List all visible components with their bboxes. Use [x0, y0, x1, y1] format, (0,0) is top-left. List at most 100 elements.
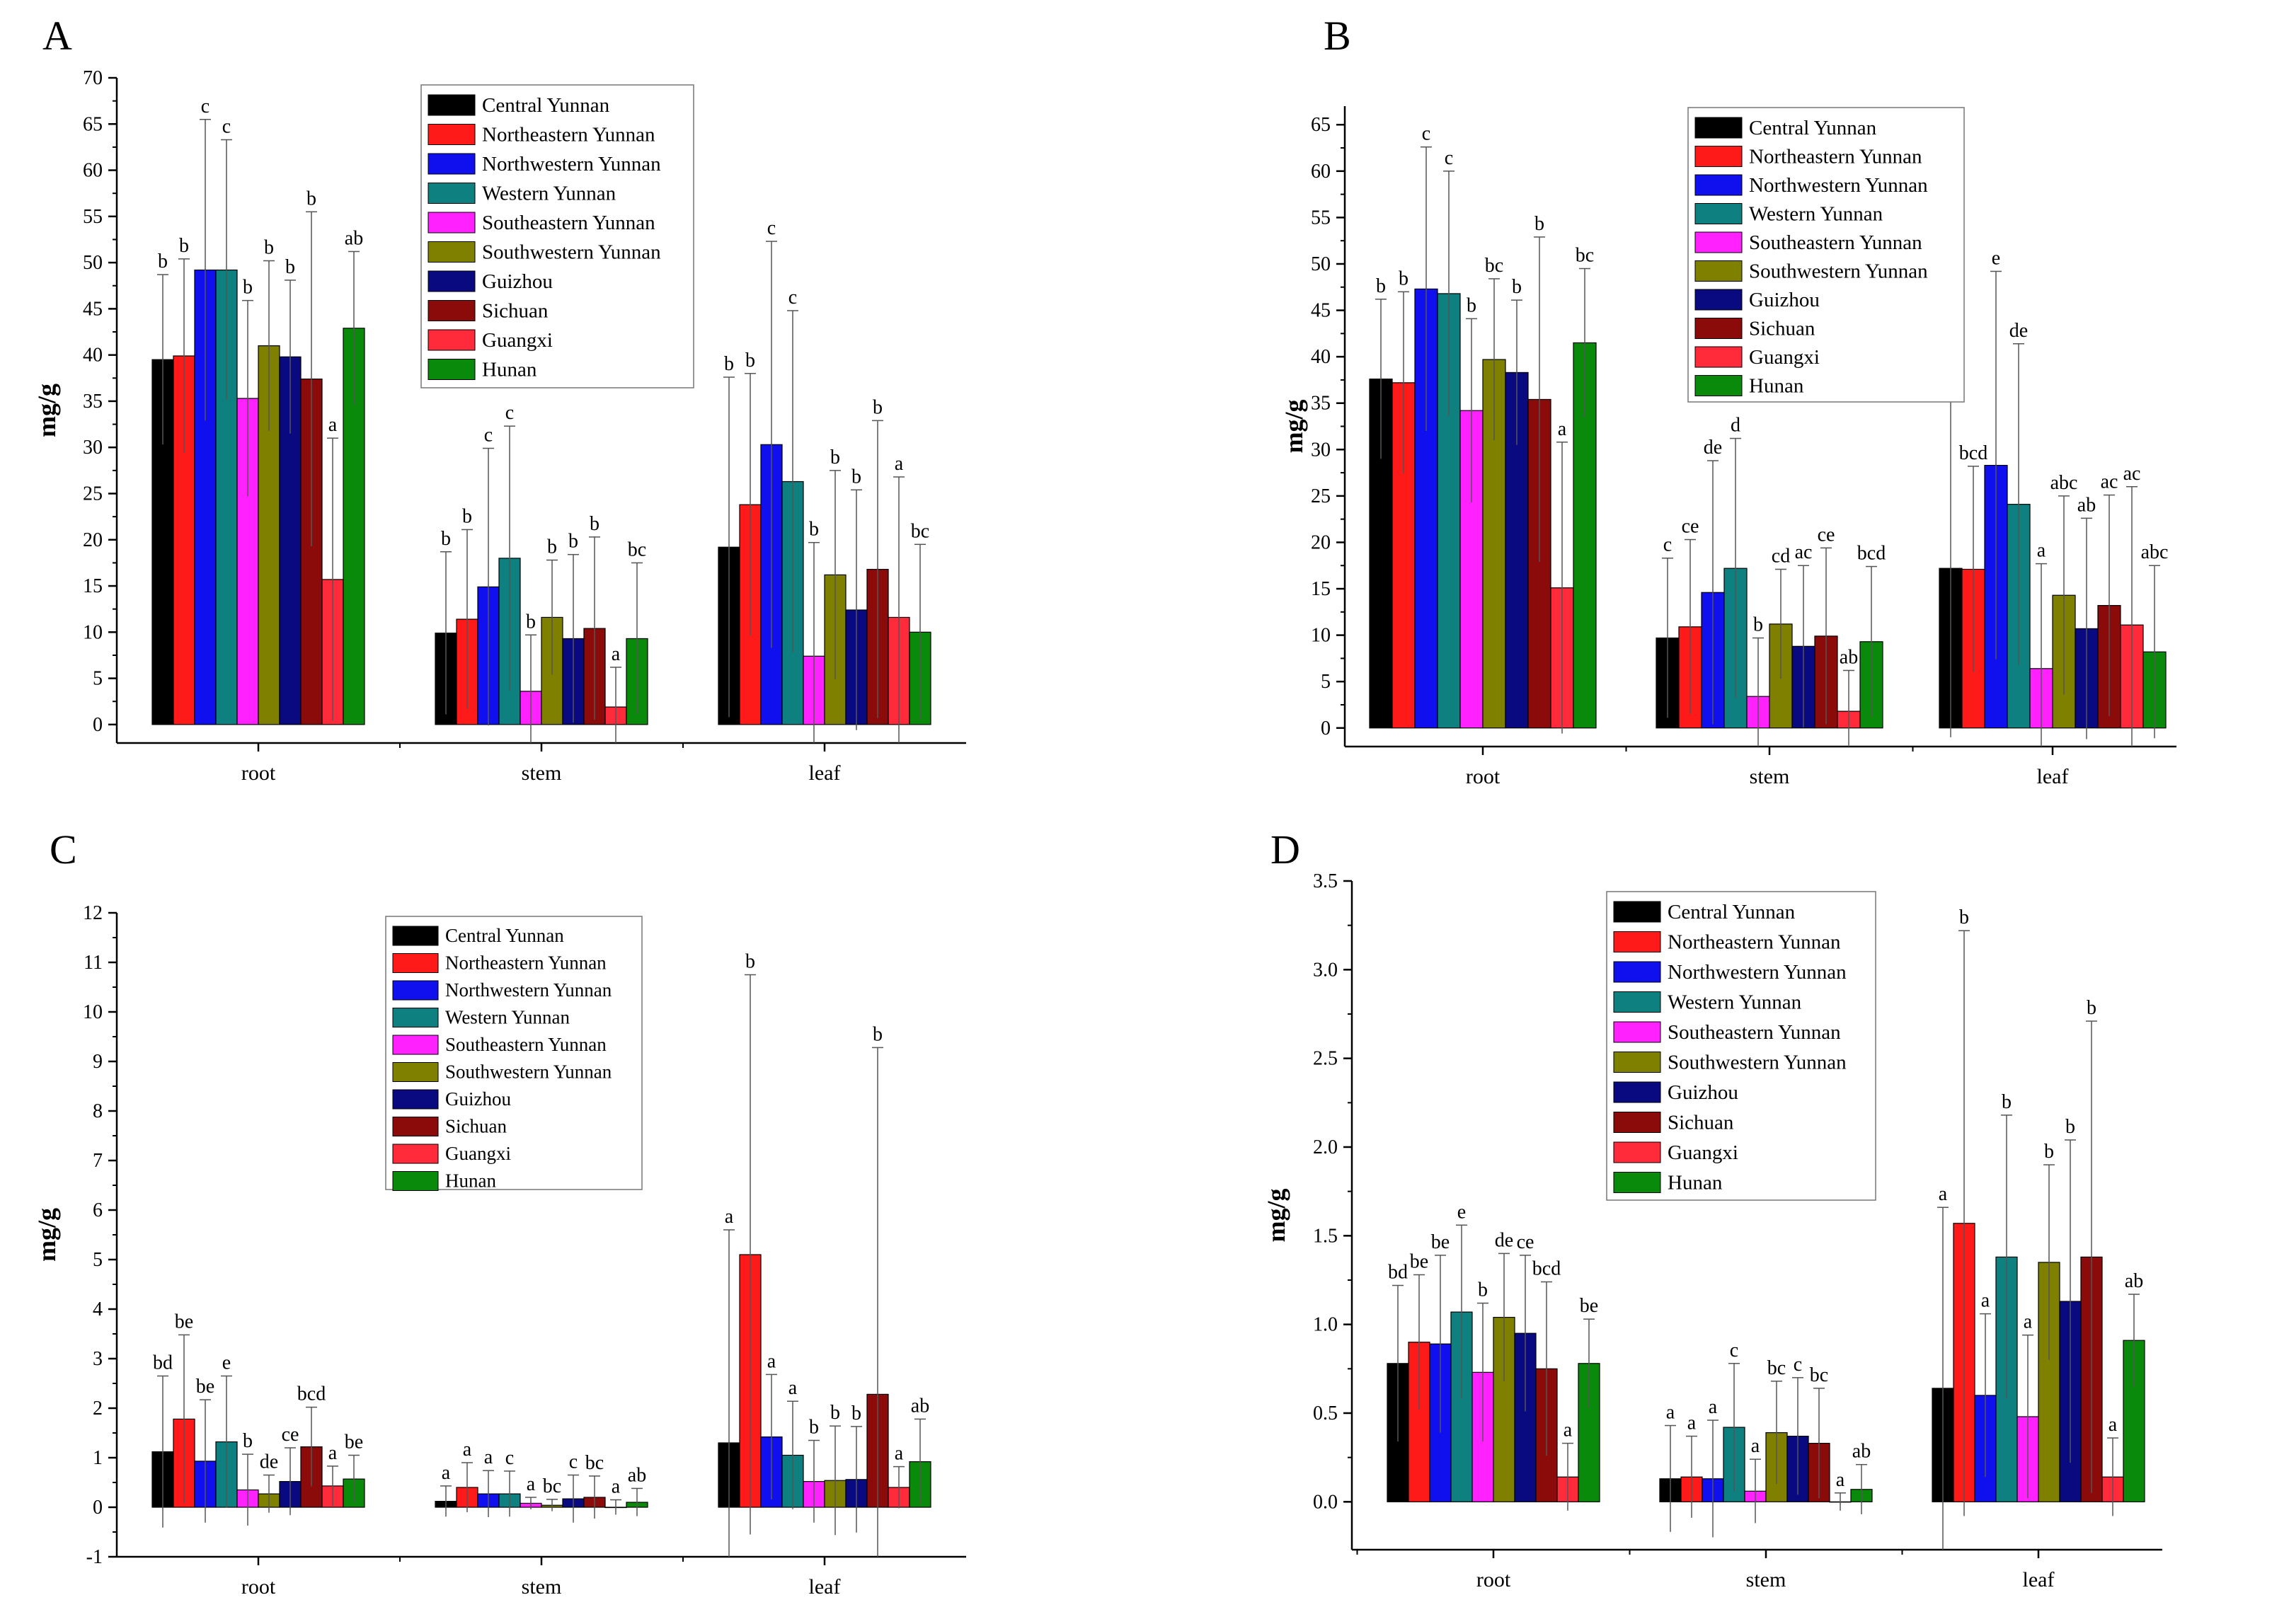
significance-letter: b [851, 1403, 861, 1424]
significance-letter: a [527, 1473, 536, 1495]
legend-label: Central Yunnan [1749, 117, 1877, 139]
y-tick-label: 70 [83, 67, 103, 89]
y-tick-label: 30 [1311, 439, 1331, 461]
y-tick-label: 6 [93, 1199, 103, 1221]
y-tick-label: 35 [1311, 393, 1331, 415]
significance-letter: ce [1682, 516, 1699, 538]
significance-letter: a [1709, 1396, 1718, 1418]
y-tick-label: 2.0 [1313, 1136, 1338, 1158]
significance-letter: be [175, 1311, 193, 1332]
legend-label: Central Yunnan [445, 925, 564, 946]
significance-letter: bd [1388, 1262, 1408, 1284]
legend-label: Western Yunnan [445, 1007, 570, 1028]
legend-swatch [1694, 375, 1743, 396]
legend-label: Northeastern Yunnan [1668, 931, 1841, 954]
y-tick-label: 60 [1311, 161, 1331, 183]
y-tick-label: 11 [84, 952, 103, 974]
significance-letter: d [1731, 415, 1740, 437]
significance-letter: b [243, 1430, 253, 1452]
significance-letter: c [569, 1451, 578, 1473]
significance-letter: a [1751, 1435, 1760, 1457]
significance-letter: a [2024, 1311, 2033, 1333]
significance-letter: b [1753, 614, 1763, 636]
y-tick-label: 65 [1311, 114, 1331, 136]
legend-swatch [1613, 1172, 1661, 1193]
significance-letter: b [809, 519, 819, 541]
significance-letter: ce [282, 1424, 299, 1446]
y-tick-label: 1.5 [1313, 1225, 1338, 1247]
legend-label: Hunan [482, 359, 537, 381]
y-tick-label: 12 [83, 902, 103, 924]
significance-letter: a [1836, 1469, 1845, 1491]
significance-letter: bc [1810, 1364, 1828, 1386]
significance-letter: bcd [1532, 1257, 1561, 1279]
panel-letter-a: A [42, 13, 72, 59]
significance-letter: c [222, 115, 231, 137]
significance-letter: ab [2077, 494, 2096, 516]
significance-letter: c [1730, 1340, 1738, 1361]
significance-letter: bcd [297, 1383, 326, 1405]
y-tick-label: 40 [83, 345, 103, 367]
legend-swatch [1694, 260, 1743, 282]
significance-letter: b [179, 235, 189, 257]
significance-letter: b [2065, 1116, 2075, 1138]
legend-label: Guizhou [1749, 289, 1820, 311]
y-tick-label: 20 [83, 529, 103, 551]
significance-letter: c [505, 402, 514, 424]
significance-letter: b [285, 256, 295, 278]
significance-letter: e [222, 1352, 231, 1374]
x-category-label-root: root [241, 761, 276, 785]
legend-swatch [392, 980, 439, 1001]
y-tick-label: 50 [83, 252, 103, 274]
legend-swatch [1613, 991, 1661, 1013]
significance-letter: a [725, 1206, 734, 1228]
legend-swatch [392, 1008, 439, 1027]
significance-letter: ab [911, 1395, 929, 1417]
x-category-label-root: root [1466, 765, 1501, 788]
legend-label: Sichuan [445, 1116, 507, 1137]
y-tick-label: 60 [83, 160, 103, 182]
legend-label: Guizhou [482, 270, 553, 293]
legend-swatch [392, 1171, 439, 1191]
significance-letter: c [1445, 147, 1453, 169]
legend-label: Guizhou [445, 1088, 511, 1110]
significance-letter: b [243, 277, 253, 299]
legend-label: Western Yunnan [482, 183, 616, 205]
significance-letter: bc [1485, 255, 1503, 277]
significance-letter: bc [911, 520, 929, 542]
significance-letter: ab [345, 227, 363, 249]
legend-swatch [392, 953, 439, 973]
significance-letter: b [873, 1023, 883, 1045]
legend-label: Western Yunnan [1749, 203, 1883, 226]
y-tick-label: 0 [93, 1497, 103, 1519]
legend-swatch [1694, 346, 1743, 368]
y-tick-label: 1.0 [1313, 1314, 1338, 1336]
significance-letter: bc [543, 1475, 561, 1497]
y-tick-label: 50 [1311, 253, 1331, 275]
legend-label: Hunan [1668, 1172, 1723, 1194]
legend-label: Northeastern Yunnan [482, 124, 655, 146]
significance-letter: de [260, 1451, 278, 1473]
significance-letter: de [1704, 437, 1722, 459]
significance-letter: b [830, 1402, 840, 1424]
y-axis-label: mg/g [33, 384, 61, 437]
legend-swatch [1613, 1081, 1661, 1103]
panel-b: B 0 5 10 15 20 25 30 35 40 45 50 55 60 65 mg/g root stem l… [1260, 0, 2272, 814]
significance-letter: e [1457, 1201, 1466, 1223]
significance-letter: de [2009, 320, 2028, 342]
significance-letter: bc [1576, 245, 1594, 267]
significance-letter: be [345, 1432, 363, 1453]
legend-label: Southeastern Yunnan [482, 212, 655, 234]
y-tick-label: 55 [83, 206, 103, 228]
y-axis-label: mg/g [33, 1208, 61, 1262]
legend-label: Northwestern Yunnan [1749, 174, 1928, 197]
y-tick-label: 5 [93, 1249, 103, 1271]
x-category-label-leaf: leaf [809, 761, 841, 785]
legend-label: Northwestern Yunnan [445, 979, 612, 1001]
legend-label: Southeastern Yunnan [445, 1034, 607, 1055]
y-tick-label: 8 [93, 1100, 103, 1122]
significance-letter: c [1663, 534, 1672, 556]
significance-letter: a [328, 1442, 338, 1464]
y-tick-label: -1 [86, 1546, 103, 1568]
significance-letter: abc [2141, 541, 2169, 563]
